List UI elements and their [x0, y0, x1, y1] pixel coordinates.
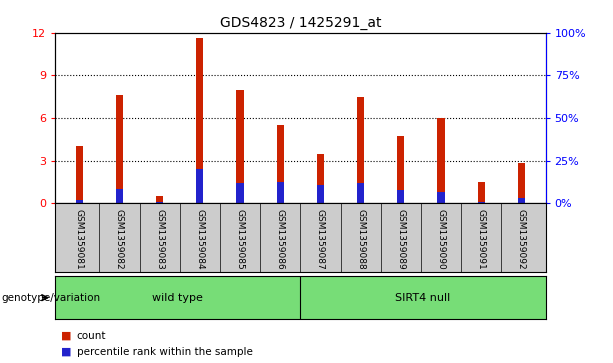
Text: GSM1359092: GSM1359092 [517, 209, 526, 269]
Bar [438, 192, 444, 203]
Bar [116, 189, 123, 203]
Text: GSM1359091: GSM1359091 [477, 209, 485, 270]
Bar [357, 97, 364, 203]
Bar [156, 202, 163, 203]
Bar [116, 95, 123, 203]
Bar [276, 182, 284, 203]
Bar [276, 125, 284, 203]
Text: GSM1359089: GSM1359089 [397, 209, 405, 270]
Bar [438, 118, 444, 203]
Bar [237, 183, 244, 203]
Bar [518, 163, 525, 203]
Bar [75, 146, 83, 203]
Bar [75, 200, 83, 203]
Bar [397, 136, 405, 203]
Text: GSM1359090: GSM1359090 [436, 209, 446, 270]
Text: count: count [77, 331, 106, 341]
Bar [518, 197, 525, 203]
Text: ■: ■ [61, 331, 72, 341]
Text: GSM1359088: GSM1359088 [356, 209, 365, 270]
Title: GDS4823 / 1425291_at: GDS4823 / 1425291_at [219, 16, 381, 30]
Bar [196, 38, 204, 203]
Bar [237, 90, 244, 203]
Text: ■: ■ [61, 347, 72, 357]
Text: SIRT4 null: SIRT4 null [395, 293, 451, 303]
Text: GSM1359083: GSM1359083 [155, 209, 164, 270]
Bar [196, 169, 204, 203]
Bar [317, 154, 324, 203]
Text: percentile rank within the sample: percentile rank within the sample [77, 347, 253, 357]
Text: GSM1359082: GSM1359082 [115, 209, 124, 269]
Text: GSM1359084: GSM1359084 [196, 209, 204, 269]
Text: genotype/variation: genotype/variation [1, 293, 101, 303]
Text: GSM1359087: GSM1359087 [316, 209, 325, 270]
Bar [478, 202, 485, 203]
Bar [317, 185, 324, 203]
Text: GSM1359085: GSM1359085 [235, 209, 245, 270]
Bar [156, 196, 163, 203]
Bar [478, 182, 485, 203]
Text: GSM1359081: GSM1359081 [75, 209, 84, 270]
Bar [397, 191, 405, 203]
Text: GSM1359086: GSM1359086 [276, 209, 285, 270]
Text: wild type: wild type [153, 293, 203, 303]
Bar [357, 183, 364, 203]
